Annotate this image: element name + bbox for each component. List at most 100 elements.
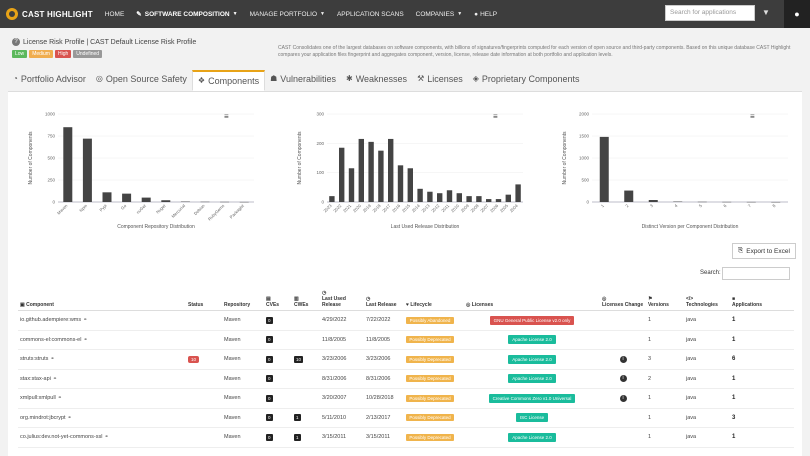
nav-item-home[interactable]: HOME: [104, 10, 125, 18]
filter-icon[interactable]: ▼: [762, 8, 770, 17]
license-badge[interactable]: GNU General Public License v2.0 only: [489, 315, 575, 325]
component-name[interactable]: struts:struts: [20, 356, 49, 363]
component-name[interactable]: xmlpull:xmlpull: [20, 395, 56, 402]
bar[interactable]: [417, 188, 423, 202]
bar[interactable]: [63, 127, 73, 202]
component-name[interactable]: io.github.adempiere:wms: [20, 317, 82, 324]
bar[interactable]: [358, 138, 364, 202]
nav-item-application-scans[interactable]: APPLICATION SCANS: [336, 10, 404, 18]
tab-vulnerabilities[interactable]: ☗ Vulnerabilities: [270, 74, 336, 84]
col-lifecycle[interactable]: Lifecycle: [410, 302, 432, 308]
bar[interactable]: [515, 184, 521, 202]
col-cves[interactable]: CVEs: [266, 302, 280, 308]
info-icon[interactable]: i: [619, 355, 627, 363]
tab-portfolio-advisor[interactable]: ◔ Portfolio Advisor: [13, 74, 86, 84]
bar[interactable]: [476, 196, 482, 202]
link-icon[interactable]: ⚭: [50, 356, 55, 363]
user-menu-button[interactable]: ●: [784, 0, 810, 28]
applications-count[interactable]: 6: [732, 356, 736, 363]
application-search-input[interactable]: Search for applications: [665, 5, 755, 21]
bar[interactable]: [505, 194, 511, 202]
table-search-input[interactable]: [722, 267, 790, 280]
license-badge[interactable]: Apache License 2.0: [508, 432, 556, 442]
bar[interactable]: [427, 191, 433, 202]
bar[interactable]: [82, 138, 92, 202]
status-badge[interactable]: 10: [188, 355, 200, 363]
bar[interactable]: [407, 168, 413, 202]
col-technologies[interactable]: Technologies: [686, 302, 718, 308]
link-icon[interactable]: ⚭: [83, 317, 88, 324]
applications-count[interactable]: 1: [732, 336, 736, 343]
col-repository[interactable]: Repository: [222, 288, 264, 311]
info-icon[interactable]: i: [619, 394, 627, 402]
applications-count[interactable]: 1: [732, 375, 736, 382]
col-licenses[interactable]: Licenses: [471, 302, 494, 308]
cve-count-badge[interactable]: 0: [266, 336, 273, 344]
col-cwes[interactable]: CWEs: [294, 302, 309, 308]
link-icon[interactable]: ⚭: [67, 414, 72, 421]
tab-weaknesses[interactable]: ✱ Weaknesses: [346, 74, 408, 84]
nav-item-companies[interactable]: COMPANIES ▼: [415, 10, 463, 18]
col-status[interactable]: Status: [186, 288, 222, 311]
bar[interactable]: [648, 200, 658, 202]
tab-components[interactable]: ❖ Components: [191, 70, 266, 91]
bar[interactable]: [397, 165, 404, 202]
cve-count-badge[interactable]: 0: [266, 375, 273, 383]
cve-count-badge[interactable]: 0: [266, 316, 273, 324]
bar[interactable]: [456, 193, 462, 202]
link-icon[interactable]: ⚭: [104, 434, 109, 441]
bar[interactable]: [388, 138, 394, 202]
table-row[interactable]: io.github.adempiere:wms ⚭ Maven 0 4/29/2022 7…: [18, 310, 794, 331]
table-row[interactable]: struts:struts ⚭ 10 Maven 0 10 3/23/2006 3/23/20…: [18, 349, 794, 370]
bar[interactable]: [368, 141, 374, 202]
applications-count[interactable]: 1: [732, 317, 736, 324]
nav-item-help[interactable]: ● HELP: [474, 10, 498, 18]
bar[interactable]: [141, 197, 151, 202]
table-row[interactable]: co.julius:dev.not-yet-commons-ssl ⚭ Maven 0…: [18, 427, 794, 448]
link-icon[interactable]: ⚭: [83, 336, 88, 343]
applications-count[interactable]: 1: [732, 395, 736, 402]
cve-count-badge[interactable]: 0: [266, 433, 273, 441]
cast-logo[interactable]: CAST HIGHLIGHT: [0, 0, 99, 28]
license-badge[interactable]: Creative Commons Zero v1.0 Universal: [488, 393, 576, 403]
applications-count[interactable]: 1: [732, 434, 736, 441]
chart-menu-icon[interactable]: ≡: [750, 112, 755, 121]
col-last-used[interactable]: Last Used Release: [322, 296, 346, 308]
col-component[interactable]: Component: [26, 302, 54, 308]
cve-count-badge[interactable]: 0: [266, 414, 273, 422]
cwe-count-badge[interactable]: 1: [294, 433, 301, 441]
license-badge[interactable]: ISC License: [515, 413, 549, 423]
bar[interactable]: [486, 199, 492, 202]
bar[interactable]: [495, 199, 502, 202]
chart-menu-icon[interactable]: ≡: [224, 112, 229, 121]
license-badge[interactable]: Apache License 2.0: [508, 374, 556, 384]
bar[interactable]: [599, 136, 609, 202]
chart-menu-icon[interactable]: ≡: [493, 112, 498, 121]
bar[interactable]: [122, 193, 132, 202]
component-name[interactable]: co.julius:dev.not-yet-commons-ssl: [20, 434, 103, 441]
component-name[interactable]: stax:stax-api: [20, 375, 51, 382]
info-icon[interactable]: i: [619, 375, 627, 383]
nav-item-software-composition[interactable]: ✎ SOFTWARE COMPOSITION ▼: [136, 10, 238, 19]
bar[interactable]: [339, 147, 345, 202]
col-last-release[interactable]: Last Release: [366, 302, 397, 308]
cwe-count-badge[interactable]: 10: [294, 355, 304, 363]
link-icon[interactable]: ⚭: [52, 375, 58, 382]
component-name[interactable]: org.mindrot:jbcrypt: [20, 414, 66, 421]
col-applications[interactable]: Applications: [732, 302, 763, 308]
tab-licenses[interactable]: ⚒ Licenses: [417, 74, 463, 84]
bar[interactable]: [329, 196, 335, 202]
export-to-excel-button[interactable]: ⎘ Export to Excel: [732, 243, 796, 259]
bar[interactable]: [624, 190, 634, 202]
table-row[interactable]: stax:stax-api ⚭ Maven 0 8/31/2006 8/31/2006 Po…: [18, 369, 794, 389]
license-badge[interactable]: Apache License 2.0: [508, 335, 556, 345]
bar[interactable]: [378, 150, 384, 202]
link-icon[interactable]: ⚭: [57, 395, 62, 402]
bar[interactable]: [348, 168, 355, 202]
nav-item-manage-portfolio[interactable]: MANAGE PORTFOLIO ▼: [249, 10, 325, 18]
cve-count-badge[interactable]: 0: [266, 394, 273, 402]
cwe-count-badge[interactable]: 1: [294, 414, 301, 422]
bar[interactable]: [446, 190, 453, 202]
component-name[interactable]: commons-el:commons-el: [20, 336, 82, 343]
bar[interactable]: [161, 200, 171, 202]
